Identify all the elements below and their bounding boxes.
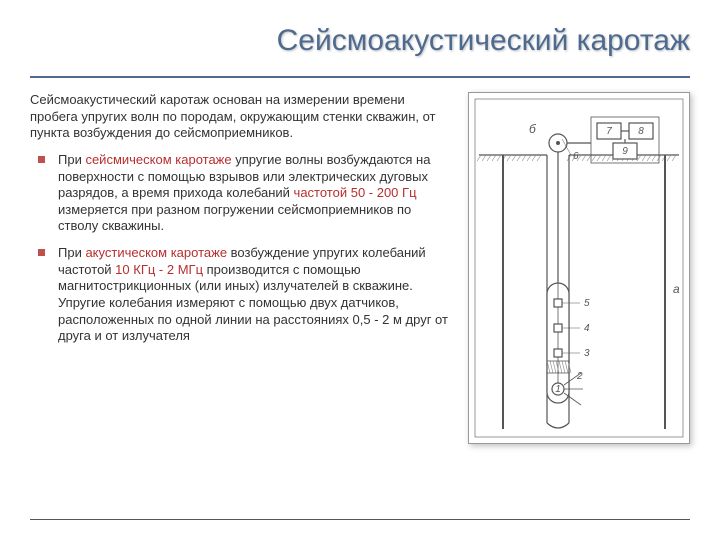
body-text: При	[58, 245, 85, 260]
list-item: При акустическом каротаже возбуждение уп…	[58, 245, 450, 345]
diagram-svg: 7 89 5 4 3 1 2 6 а б	[469, 93, 689, 443]
svg-text:б: б	[529, 122, 537, 136]
svg-text:4: 4	[584, 323, 590, 334]
content-row: Сейсмоакустический каротаж основан на из…	[30, 92, 690, 444]
intro-paragraph: Сейсмоакустический каротаж основан на из…	[30, 92, 450, 142]
svg-text:2: 2	[576, 371, 583, 382]
svg-text:7: 7	[606, 126, 612, 137]
title-rule	[30, 76, 690, 78]
body-text: измеряется при разном погружении сейсмоп…	[58, 202, 411, 234]
svg-text:9: 9	[622, 146, 628, 157]
page-title: Сейсмоакустический каротаж	[30, 24, 690, 58]
highlight-text: сейсмическом каротаже	[85, 152, 231, 167]
footer-rule	[30, 519, 690, 520]
highlight-text: 10 КГц - 2 МГц	[115, 262, 203, 277]
highlight-text: акустическом каротаже	[85, 245, 227, 260]
svg-text:8: 8	[638, 126, 644, 137]
svg-text:5: 5	[584, 298, 590, 309]
list-item: При сейсмическом каротаже упругие волны …	[58, 152, 450, 235]
svg-text:1: 1	[555, 384, 561, 395]
diagram-figure: 7 89 5 4 3 1 2 6 а б	[468, 92, 690, 444]
text-column: Сейсмоакустический каротаж основан на из…	[30, 92, 450, 444]
svg-text:6: 6	[573, 151, 579, 162]
body-text: При	[58, 152, 85, 167]
bullet-list: При сейсмическом каротаже упругие волны …	[30, 152, 450, 345]
highlight-text: частотой 50 - 200 Гц	[294, 185, 417, 200]
svg-text:а: а	[673, 282, 680, 296]
svg-text:3: 3	[584, 348, 590, 359]
